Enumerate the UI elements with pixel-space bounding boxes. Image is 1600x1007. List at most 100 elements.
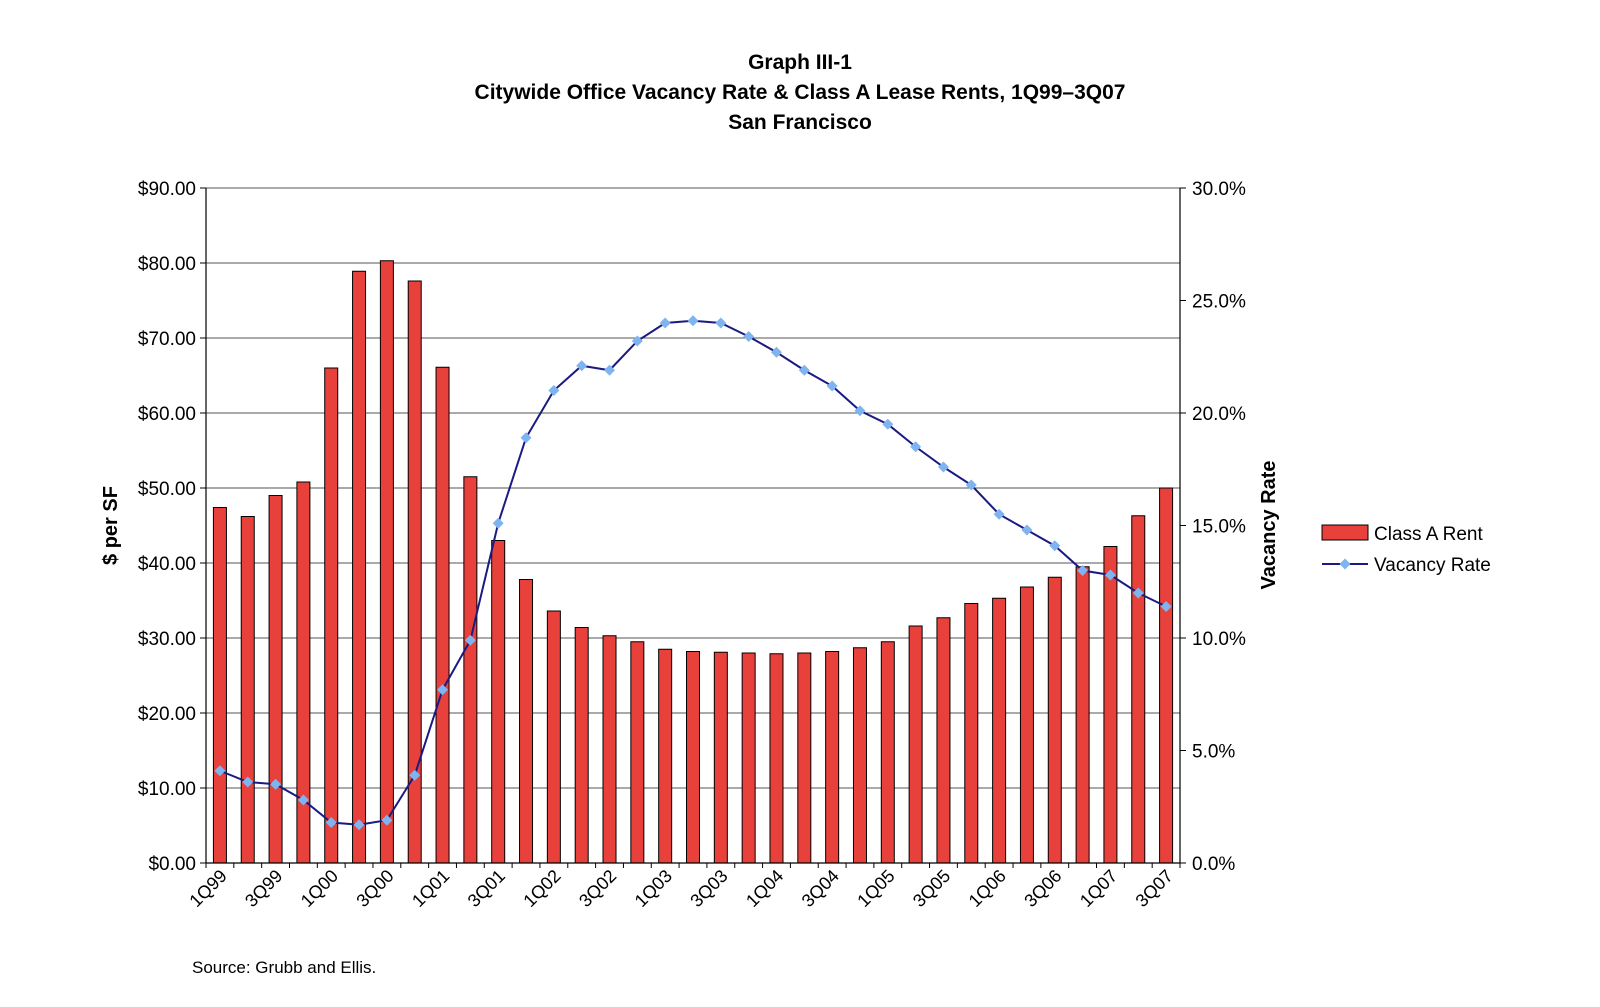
x-axis-tick-label: 3Q99	[241, 866, 286, 911]
bar-class-a-rent	[268, 495, 283, 864]
bar-class-a-rent	[1103, 546, 1118, 864]
bar-class-a-rent	[936, 617, 951, 864]
bar-class-a-rent	[1131, 515, 1146, 864]
vacancy-rate-point	[910, 441, 922, 453]
right-axis-tick-label: 30.0%	[1192, 179, 1246, 200]
bar-class-a-rent	[686, 651, 700, 864]
bar-class-a-rent	[379, 260, 394, 864]
vacancy-rate-point	[1049, 540, 1061, 552]
bar-class-a-rent	[1047, 576, 1062, 864]
vacancy-rate-point	[1160, 601, 1172, 612]
x-axis-tick-label: 3Q07	[1132, 866, 1177, 911]
bar-class-a-rent	[658, 648, 673, 864]
vacancy-rate-point	[492, 517, 504, 529]
vacancy-rate-point	[1077, 565, 1089, 576]
x-axis-tick-label: 1Q00	[297, 866, 342, 911]
left-axis-tick-label: $30.00	[138, 629, 196, 650]
bar-class-a-rent	[1159, 487, 1174, 864]
vacancy-rate-point	[937, 461, 949, 473]
left-axis-tick-label: $90.00	[138, 179, 196, 200]
vacancy-rate-point	[993, 508, 1005, 520]
bar-class-a-rent	[1019, 586, 1034, 864]
vacancy-rate-point	[520, 432, 532, 444]
x-axis-tick-label: 1Q03	[631, 866, 676, 911]
left-axis-tick-label: $60.00	[138, 404, 196, 425]
bar-class-a-rent	[741, 652, 756, 864]
left-axis-tick-label: $0.00	[148, 854, 196, 875]
x-axis-tick-label: 3Q00	[352, 866, 397, 911]
vacancy-rate-point	[687, 315, 699, 327]
vacancy-rate-point	[715, 317, 727, 329]
x-axis-tick-label: 1Q01	[408, 866, 453, 911]
vacancy-rate-point	[437, 684, 449, 696]
vacancy-rate-point	[798, 364, 810, 376]
bar-class-a-rent	[491, 540, 506, 864]
left-axis-tick-label: $70.00	[138, 329, 196, 350]
vacancy-rate-point	[409, 769, 421, 781]
chart-subtitle-location: San Francisco	[728, 111, 872, 134]
x-axis-tick-label: 3Q06	[1020, 866, 1065, 911]
x-axis-tick-label: 3Q02	[575, 866, 620, 911]
vacancy-rate-point	[548, 385, 560, 396]
bar-class-a-rent	[296, 481, 311, 864]
source-note: Source: Grubb and Ellis.	[192, 958, 377, 977]
x-axis-tick-label: 3Q03	[686, 866, 731, 911]
bar-class-a-rent	[992, 597, 1007, 864]
vacancy-rate-point	[604, 364, 616, 376]
vacancy-rate-point	[325, 817, 337, 828]
chart-title-block: Graph III-1 Citywide Office Vacancy Rate…	[0, 48, 1600, 138]
bar-class-a-rent	[240, 516, 255, 864]
vacancy-rate-point	[854, 405, 866, 417]
vacancy-rate-point	[297, 794, 309, 806]
bar-class-a-rent	[1075, 566, 1090, 864]
left-axis-title: $ per SF	[100, 486, 122, 565]
bar-class-a-rent	[797, 652, 812, 864]
bar-class-a-rent	[435, 366, 450, 864]
bar-class-a-rent	[602, 635, 617, 864]
right-axis-tick-label: 10.0%	[1192, 629, 1246, 650]
right-axis-title: Vacancy Rate	[1258, 461, 1280, 590]
bar-class-a-rent	[880, 641, 895, 864]
vacancy-rate-point	[381, 814, 393, 826]
legend-swatch-class-a-rent	[1321, 524, 1369, 541]
vacancy-rate-point	[826, 380, 838, 392]
x-axis-tick-label: 1Q06	[965, 866, 1010, 911]
x-axis-tick-label: 1Q07	[1076, 866, 1121, 911]
chart-subtitle: Citywide Office Vacancy Rate & Class A L…	[474, 81, 1126, 104]
left-axis-tick-label: $20.00	[138, 704, 196, 725]
bar-class-a-rent	[769, 653, 784, 864]
x-axis-tick-label: 3Q01	[464, 866, 509, 911]
x-axis-tick-label: 1Q05	[853, 866, 898, 911]
vacancy-rate-point	[631, 335, 643, 347]
vacancy-rate-point	[214, 765, 226, 777]
vacancy-rate-point	[659, 317, 671, 329]
left-axis-tick-label: $10.00	[138, 779, 196, 800]
vacancy-rate-point	[965, 479, 977, 491]
vacancy-rate-point	[242, 776, 254, 788]
bar-class-a-rent	[908, 625, 923, 864]
vacancy-rate-point	[770, 346, 782, 358]
x-axis-tick-label: 1Q02	[519, 866, 564, 911]
vacancy-rate-point	[576, 360, 588, 372]
vacancy-rate-point	[270, 778, 282, 790]
vacancy-rate-point	[1021, 524, 1033, 536]
vacancy-rate-point	[464, 634, 476, 646]
bar-class-a-rent	[574, 627, 589, 864]
right-axis-tick-label: 15.0%	[1192, 517, 1246, 538]
bar-class-a-rent	[324, 367, 339, 864]
legend-label-class-a-rent: Class A Rent	[1374, 524, 1483, 545]
left-axis-tick-label: $80.00	[138, 254, 196, 275]
vacancy-rate-point	[353, 819, 365, 831]
right-axis-tick-label: 0.0%	[1192, 854, 1235, 875]
bar-class-a-rent	[212, 507, 227, 864]
vacancy-rate-point	[1132, 587, 1144, 599]
bar-class-a-rent	[630, 641, 645, 864]
right-axis-tick-label: 5.0%	[1192, 742, 1235, 763]
vacancy-rate-point	[743, 331, 755, 342]
legend-swatch-vacancy-rate-marker	[1339, 558, 1351, 570]
x-axis-tick-label: 3Q04	[798, 866, 843, 911]
bar-class-a-rent	[519, 579, 534, 864]
right-axis-tick-label: 20.0%	[1192, 404, 1246, 425]
bar-class-a-rent	[825, 651, 840, 864]
right-axis-tick-label: 25.0%	[1192, 292, 1246, 313]
